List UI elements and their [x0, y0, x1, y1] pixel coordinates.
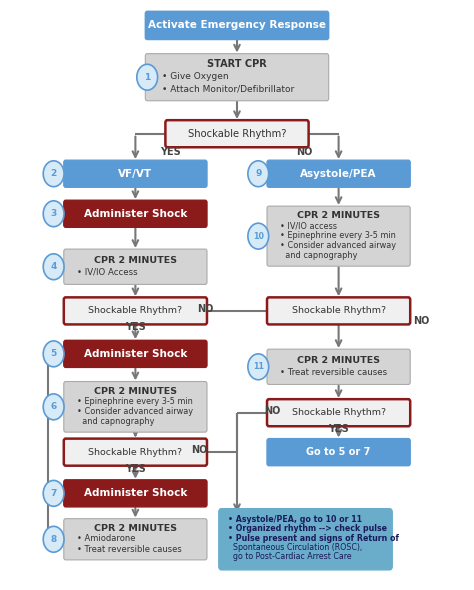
Circle shape	[248, 354, 269, 380]
FancyBboxPatch shape	[267, 349, 410, 385]
Text: Go to 5 or 7: Go to 5 or 7	[306, 447, 371, 457]
Text: Activate Emergency Response: Activate Emergency Response	[148, 21, 326, 31]
Text: YES: YES	[328, 424, 349, 434]
FancyBboxPatch shape	[64, 297, 207, 325]
Text: • Asystole/PEA, go to 10 or 11: • Asystole/PEA, go to 10 or 11	[228, 515, 362, 525]
FancyBboxPatch shape	[267, 160, 410, 187]
Text: 8: 8	[51, 535, 57, 544]
Text: • Attach Monitor/Defibrillator: • Attach Monitor/Defibrillator	[162, 84, 294, 93]
Text: Shockable Rhythm?: Shockable Rhythm?	[88, 448, 182, 457]
Text: • Epinephrine every 3-5 min: • Epinephrine every 3-5 min	[77, 396, 193, 406]
Text: • Amiodarone: • Amiodarone	[77, 535, 136, 543]
Text: YES: YES	[125, 322, 146, 332]
Text: CPR 2 MINUTES: CPR 2 MINUTES	[297, 211, 380, 220]
Text: 6: 6	[51, 402, 57, 411]
Text: CPR 2 MINUTES: CPR 2 MINUTES	[94, 255, 177, 264]
Text: Spontaneous Circulation (ROSC),: Spontaneous Circulation (ROSC),	[228, 543, 362, 552]
FancyBboxPatch shape	[267, 399, 410, 426]
Text: 1: 1	[144, 73, 150, 81]
Text: and capnography: and capnography	[77, 417, 154, 426]
FancyBboxPatch shape	[146, 54, 328, 101]
Text: • Organized rhythm --> check pulse: • Organized rhythm --> check pulse	[228, 525, 387, 533]
Text: Administer Shock: Administer Shock	[84, 349, 187, 359]
FancyBboxPatch shape	[64, 382, 207, 432]
Text: • IV/IO Access: • IV/IO Access	[77, 268, 137, 277]
FancyBboxPatch shape	[64, 480, 207, 507]
Text: • IV/IO access: • IV/IO access	[280, 221, 337, 230]
Text: Shockable Rhythm?: Shockable Rhythm?	[88, 306, 182, 316]
Text: YES: YES	[161, 147, 181, 157]
Text: • Treat reversible causes: • Treat reversible causes	[280, 368, 387, 377]
Circle shape	[248, 161, 269, 186]
Text: YES: YES	[125, 464, 146, 474]
Text: go to Post-Cardiac Arrest Care: go to Post-Cardiac Arrest Care	[228, 552, 351, 560]
Text: 5: 5	[51, 349, 57, 358]
Text: • Pulse present and signs of Return of: • Pulse present and signs of Return of	[228, 533, 399, 543]
Text: 9: 9	[255, 169, 262, 178]
Text: Shockable Rhythm?: Shockable Rhythm?	[188, 129, 286, 139]
FancyBboxPatch shape	[219, 509, 392, 570]
Circle shape	[43, 254, 64, 280]
FancyBboxPatch shape	[64, 519, 207, 560]
Circle shape	[43, 480, 64, 506]
Text: NO: NO	[413, 316, 430, 326]
Text: Administer Shock: Administer Shock	[84, 489, 187, 499]
FancyBboxPatch shape	[267, 438, 410, 466]
Text: • Epinephrine every 3-5 min: • Epinephrine every 3-5 min	[280, 231, 396, 240]
Text: Asystole/PEA: Asystole/PEA	[301, 169, 377, 179]
Circle shape	[43, 394, 64, 420]
Text: CPR 2 MINUTES: CPR 2 MINUTES	[297, 356, 380, 365]
Text: START CPR: START CPR	[207, 60, 267, 70]
Text: 2: 2	[51, 169, 57, 178]
FancyBboxPatch shape	[267, 297, 410, 325]
FancyBboxPatch shape	[64, 160, 207, 187]
Text: 7: 7	[50, 489, 57, 498]
Text: 4: 4	[50, 262, 57, 271]
Text: • Give Oxygen: • Give Oxygen	[162, 72, 228, 81]
FancyBboxPatch shape	[64, 340, 207, 368]
Circle shape	[248, 223, 269, 249]
Text: NO: NO	[191, 445, 208, 455]
Text: 3: 3	[51, 209, 57, 218]
Circle shape	[43, 161, 64, 186]
Text: • Consider advanced airway: • Consider advanced airway	[77, 407, 193, 416]
Text: VF/VT: VF/VT	[118, 169, 153, 179]
Text: CPR 2 MINUTES: CPR 2 MINUTES	[94, 386, 177, 395]
Circle shape	[43, 341, 64, 367]
Circle shape	[137, 64, 157, 90]
Text: NO: NO	[264, 406, 281, 416]
Text: Shockable Rhythm?: Shockable Rhythm?	[292, 408, 386, 417]
Text: Administer Shock: Administer Shock	[84, 209, 187, 219]
FancyBboxPatch shape	[267, 206, 410, 266]
Text: • Treat reversible causes: • Treat reversible causes	[77, 545, 182, 553]
Text: • Consider advanced airway: • Consider advanced airway	[280, 241, 396, 250]
FancyBboxPatch shape	[165, 120, 309, 148]
FancyBboxPatch shape	[64, 200, 207, 227]
Text: and capnography: and capnography	[280, 251, 357, 260]
Text: NO: NO	[296, 147, 313, 157]
FancyBboxPatch shape	[64, 249, 207, 284]
Text: Shockable Rhythm?: Shockable Rhythm?	[292, 306, 386, 316]
Circle shape	[43, 201, 64, 227]
Text: NO: NO	[197, 304, 213, 314]
FancyBboxPatch shape	[146, 11, 328, 40]
Circle shape	[43, 526, 64, 552]
Text: 10: 10	[253, 232, 264, 241]
Text: CPR 2 MINUTES: CPR 2 MINUTES	[94, 524, 177, 533]
Text: 11: 11	[253, 362, 264, 371]
FancyBboxPatch shape	[64, 438, 207, 466]
